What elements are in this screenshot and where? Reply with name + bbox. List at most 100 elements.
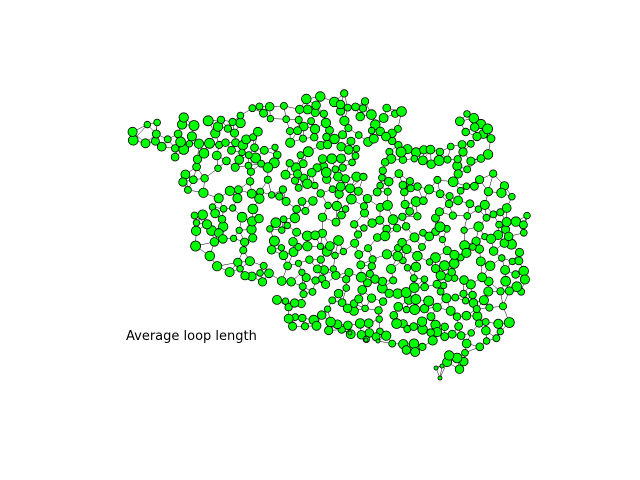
graph-node (363, 337, 369, 343)
graph-node (368, 255, 377, 264)
graph-node (452, 312, 462, 321)
graph-node (277, 244, 285, 252)
graph-node (175, 136, 186, 148)
graph-node (461, 348, 469, 357)
graph-node (424, 184, 435, 195)
graph-node (456, 186, 465, 195)
graph-node (140, 138, 151, 149)
graph-node (438, 236, 447, 244)
graph-node (396, 106, 407, 117)
graph-node (262, 162, 274, 173)
graph-node (467, 329, 475, 337)
graph-node (322, 140, 333, 150)
graph-node (212, 261, 223, 272)
graph-node (247, 203, 259, 215)
graph-node (315, 91, 326, 102)
graph-node (367, 126, 376, 135)
graph-node (508, 192, 516, 201)
graph-node (353, 186, 363, 196)
graph-node (259, 108, 268, 118)
graph-node (339, 115, 350, 126)
graph-node (240, 237, 250, 247)
graph-node (311, 320, 322, 331)
graph-node (343, 145, 354, 155)
graph-node (198, 187, 209, 198)
graph-node (188, 120, 200, 131)
graph-node (454, 322, 463, 331)
graph-node (333, 235, 344, 246)
graph-node (367, 262, 376, 271)
graph-node (499, 238, 510, 248)
graph-node (443, 350, 455, 361)
graph-node (503, 317, 515, 328)
graph-node (337, 210, 346, 220)
graph-node (307, 117, 316, 125)
graph-node (353, 230, 363, 239)
graph-node (310, 230, 321, 241)
graph-node (232, 193, 243, 204)
graph-node (437, 375, 443, 381)
graph-node (367, 218, 377, 228)
graph-node (402, 305, 411, 314)
graph-node (190, 211, 199, 220)
graph-node (485, 260, 496, 272)
graph-node (254, 193, 265, 204)
graph-node (387, 214, 399, 225)
graph-node (266, 225, 274, 233)
graph-node (461, 297, 470, 305)
graph-node (478, 295, 489, 306)
graph-node (378, 174, 386, 182)
graph-node (276, 276, 287, 286)
graph-node (493, 318, 504, 329)
graph-node (430, 252, 441, 263)
graph-node (511, 270, 520, 279)
graph-node (209, 237, 220, 247)
graph-node (430, 263, 441, 274)
graph-node (268, 235, 280, 247)
graph-node (439, 281, 448, 290)
graph-node (364, 328, 375, 338)
graph-node (284, 303, 293, 312)
graph-node (316, 189, 325, 198)
graph-node (289, 212, 301, 224)
graph-node (372, 187, 382, 197)
graph-node (500, 265, 511, 275)
graph-node (392, 251, 403, 262)
graph-node (224, 185, 235, 196)
graph-node (362, 278, 372, 288)
graph-node (355, 271, 367, 283)
graph-node (255, 102, 264, 111)
graph-node (250, 143, 259, 153)
graph-node (495, 220, 503, 229)
graph-node (191, 225, 202, 236)
graph-node (300, 322, 309, 331)
graph-node (458, 147, 468, 157)
figure-caption: Average loop length (126, 329, 257, 344)
graph-node (425, 258, 434, 266)
graph-node (378, 297, 388, 306)
graph-node (393, 124, 402, 133)
graph-node (257, 277, 268, 287)
graph-node (440, 322, 449, 331)
graph-node (216, 115, 226, 124)
graph-node (461, 338, 472, 349)
graph-node (235, 226, 243, 234)
graph-node (465, 199, 475, 209)
graph-node (278, 226, 286, 234)
graph-node (472, 131, 482, 142)
graph-node (354, 294, 364, 304)
graph-node (466, 139, 475, 148)
graph-node (295, 104, 305, 115)
graph-node (193, 138, 204, 149)
graph-node (324, 325, 334, 336)
graph-node (219, 205, 228, 213)
graph-node (212, 150, 222, 161)
graph-node (151, 129, 161, 139)
graph-node (279, 215, 288, 224)
graph-node (326, 153, 338, 165)
graph-node (281, 297, 290, 305)
graph-node (476, 154, 486, 163)
graph-node (309, 123, 321, 135)
graph-node (279, 102, 288, 110)
graph-node (523, 211, 531, 220)
